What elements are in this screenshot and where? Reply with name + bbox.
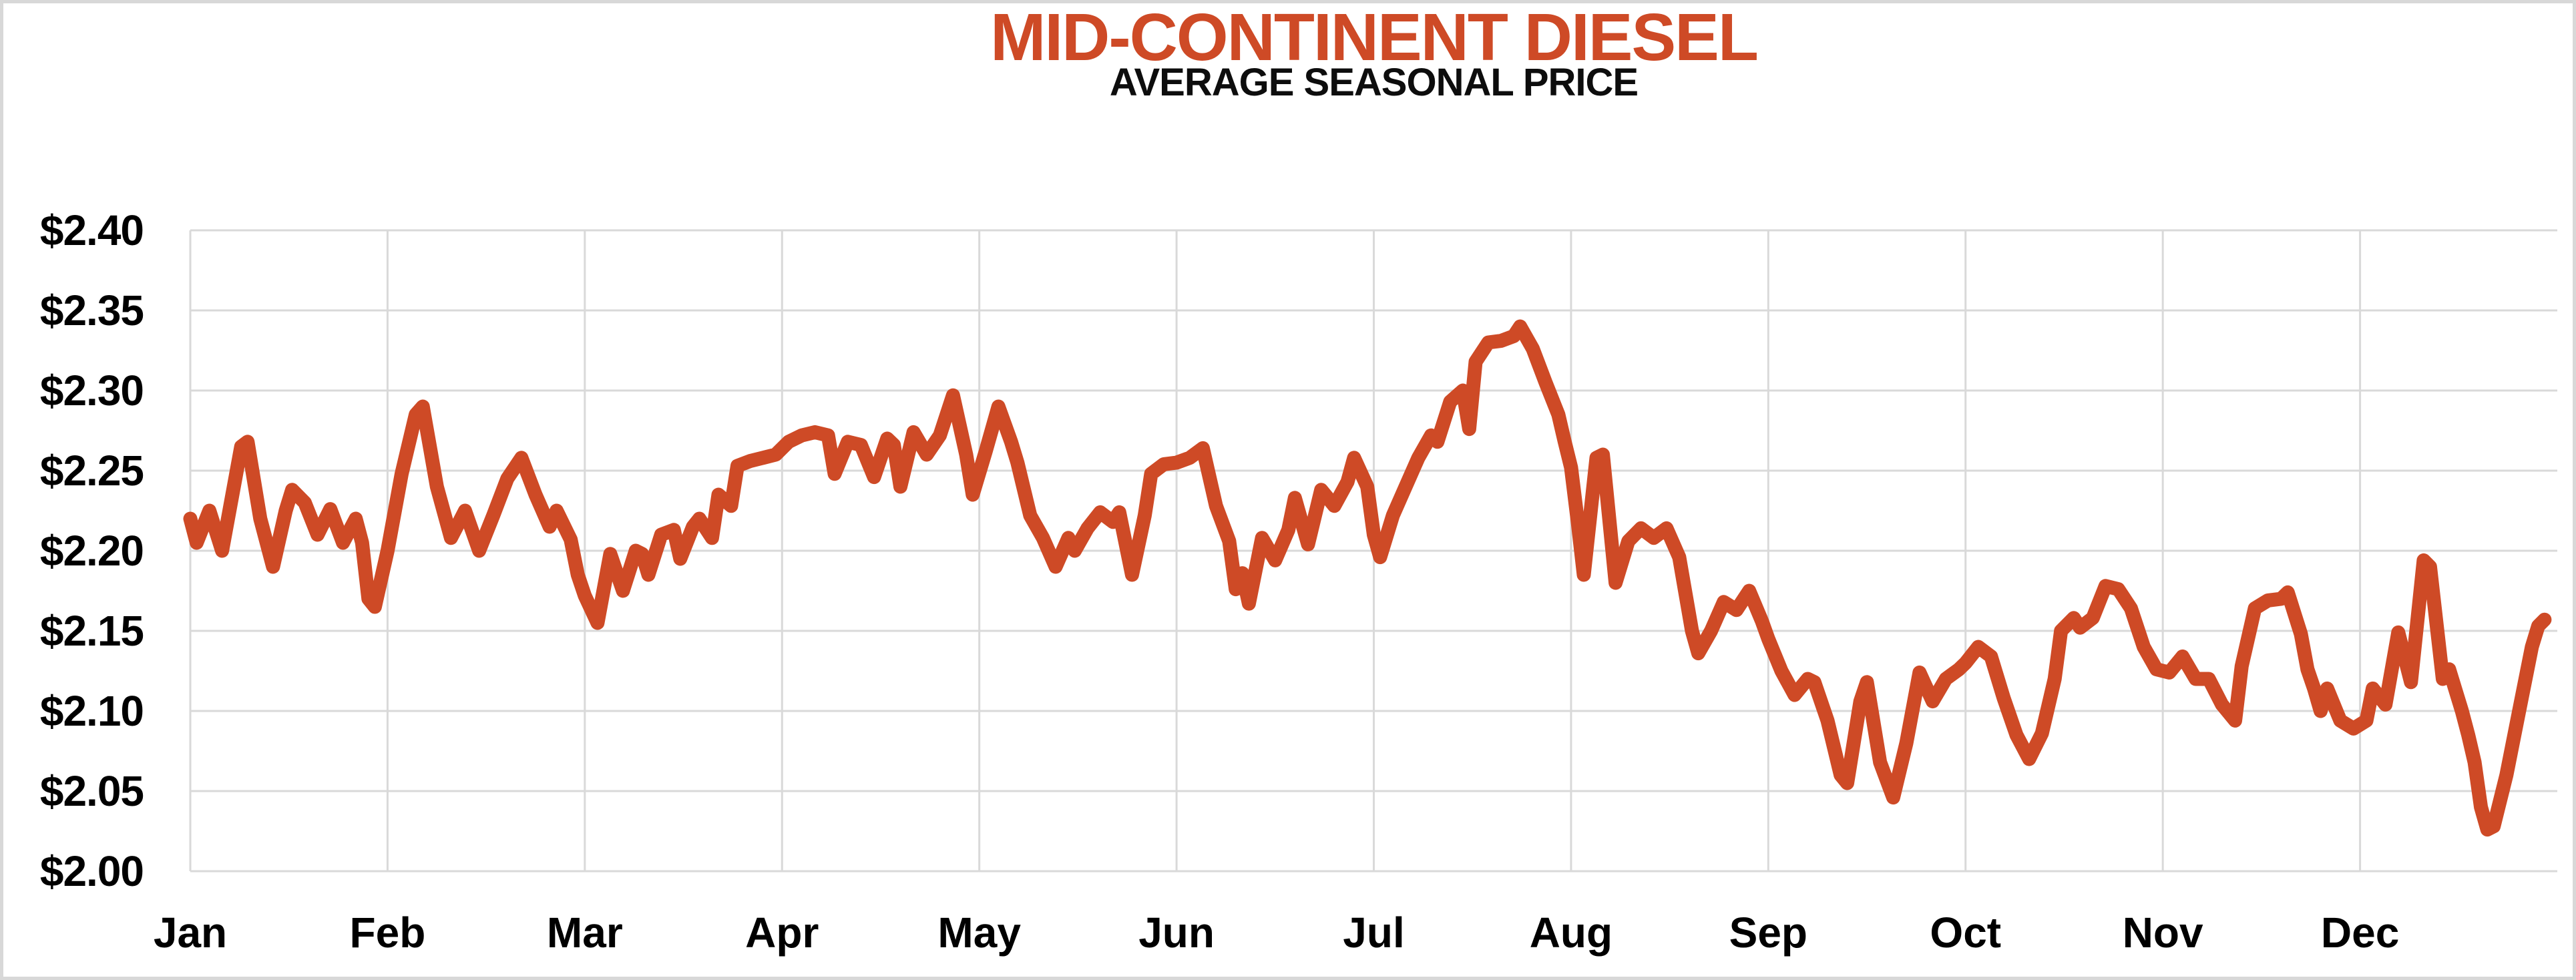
chart-subtitle: AVERAGE SEASONAL PRICE: [1109, 61, 1639, 104]
price-line: [183, 319, 2552, 837]
chart-title: MID-CONTINENT DIESEL: [990, 0, 1759, 75]
y-axis-label-2-10: $2.10: [39, 687, 144, 735]
x-axis-label-mar: Mar: [546, 909, 623, 957]
y-axis-label-2-15: $2.15: [39, 607, 144, 655]
x-axis-label-nov: Nov: [2122, 909, 2203, 957]
x-axis-label-jun: Jun: [1138, 909, 1215, 957]
x-axis-label-oct: Oct: [1930, 909, 2002, 957]
x-axis-label-jul: Jul: [1343, 909, 1405, 957]
y-axis-label-2-40: $2.40: [39, 206, 144, 254]
y-axis-label-2-35: $2.35: [39, 286, 144, 334]
y-axis-label-2-05: $2.05: [39, 767, 144, 815]
y-axis-label-2-20: $2.20: [39, 527, 144, 575]
y-axis-label-2-25: $2.25: [39, 447, 144, 495]
x-axis-label-feb: Feb: [349, 909, 426, 957]
y-axis-label-2-30: $2.30: [39, 366, 144, 415]
x-axis-label-jan: Jan: [153, 909, 228, 957]
x-axis-label-may: May: [937, 909, 1021, 957]
x-axis-label-aug: Aug: [1529, 909, 1613, 957]
y-axis-label-2-00: $2.00: [39, 847, 144, 895]
x-axis-label-apr: Apr: [745, 909, 819, 957]
x-axis-label-dec: Dec: [2320, 909, 2400, 957]
x-axis-label-sep: Sep: [1729, 909, 1808, 957]
